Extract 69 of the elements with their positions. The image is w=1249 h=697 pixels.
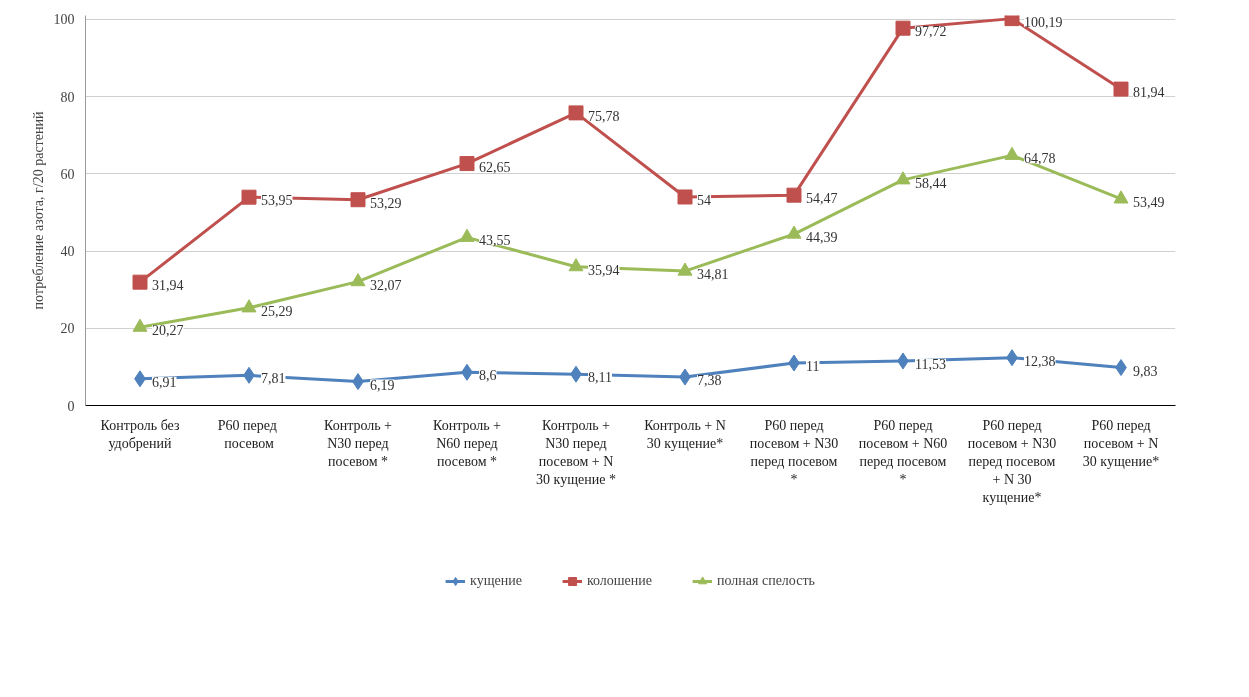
- data-label: 8,11: [588, 370, 612, 386]
- data-label: 20,27: [152, 323, 184, 339]
- data-label: 9,83: [1133, 363, 1158, 379]
- x-tick-label: Р60 перед посевом: [217, 417, 277, 451]
- data-label: 32,07: [370, 277, 402, 293]
- point: [241, 299, 257, 313]
- x-tick-label: Контроль + N60 перед посевом *: [433, 417, 502, 469]
- y-tick-label: 20: [60, 321, 75, 337]
- point: [568, 105, 584, 121]
- data-label: 11: [806, 359, 820, 375]
- point: [350, 273, 366, 287]
- data-label: 64,78: [1024, 151, 1056, 167]
- point: [568, 258, 584, 272]
- x-tick-label: Контроль + N 30 кущение*: [644, 417, 726, 451]
- data-label: 54: [697, 192, 711, 208]
- point: [132, 274, 148, 290]
- data-label: 58,44: [915, 175, 947, 191]
- point: [1113, 190, 1129, 204]
- x-tick-label: Р60 перед посевом + N60 перед посевом *: [858, 417, 948, 487]
- point: [132, 318, 148, 332]
- y-tick-label: 60: [60, 166, 75, 182]
- data-label: 44,39: [806, 230, 838, 246]
- data-label: 6,91: [152, 374, 177, 390]
- point: [895, 171, 911, 185]
- data-label: 54,47: [806, 191, 838, 207]
- point: [677, 189, 693, 205]
- point: [1113, 81, 1129, 97]
- data-label: 100,19: [1024, 14, 1063, 30]
- data-label: 53,95: [261, 193, 293, 209]
- data-label: 75,78: [588, 108, 620, 124]
- data-label: 43,55: [479, 233, 511, 249]
- data-label: 11,53: [915, 356, 946, 372]
- data-label: 35,94: [588, 262, 620, 278]
- data-label: 62,65: [479, 159, 511, 175]
- data-label: 6,19: [370, 377, 395, 393]
- data-label: 34,81: [697, 267, 729, 283]
- x-tick-label: Р60 перед посевом + N 30 кущение*: [1082, 417, 1160, 469]
- x-tick-label: Р60 перед посевом + N30 перед посевом *: [749, 417, 839, 487]
- legend-label: колошение: [586, 573, 652, 589]
- data-label: 7,38: [697, 373, 722, 388]
- data-label: 53,49: [1133, 194, 1165, 210]
- y-tick-label: 100: [53, 12, 75, 28]
- point: [1004, 146, 1020, 160]
- data-label: 7,81: [261, 371, 286, 387]
- point: [895, 20, 911, 36]
- x-tick-label: Контроль + N30 перед посевом *: [324, 417, 393, 469]
- y-tick-label: 40: [60, 244, 75, 260]
- data-label: 53,29: [370, 195, 402, 211]
- data-label: 8,6: [479, 368, 497, 384]
- y-axis-title: потребление азота, г/20 растений: [30, 111, 46, 310]
- x-tick-label: Контроль + N30 перед посевом + N 30 кущение *: [536, 417, 616, 487]
- point: [677, 262, 693, 276]
- point: [459, 228, 475, 242]
- point: [459, 156, 475, 172]
- legend-label: кущение: [470, 573, 522, 589]
- point: [350, 192, 366, 208]
- point: [786, 187, 802, 203]
- data-label: 31,94: [152, 278, 184, 294]
- point: [241, 189, 257, 205]
- data-label: 97,72: [915, 24, 947, 40]
- y-tick-label: 0: [67, 398, 75, 414]
- point: [786, 225, 802, 239]
- data-label: 12,38: [1024, 353, 1056, 369]
- data-label: 25,29: [261, 303, 293, 319]
- legend-label: полная спелость: [716, 573, 815, 589]
- y-tick-label: 80: [60, 89, 75, 105]
- data-label: 81,94: [1133, 85, 1165, 101]
- x-tick-label: Контроль без удобрений: [100, 417, 180, 451]
- x-tick-label: Р60 перед посевом + N30 перед посевом + N 30 кущение*: [967, 417, 1057, 505]
